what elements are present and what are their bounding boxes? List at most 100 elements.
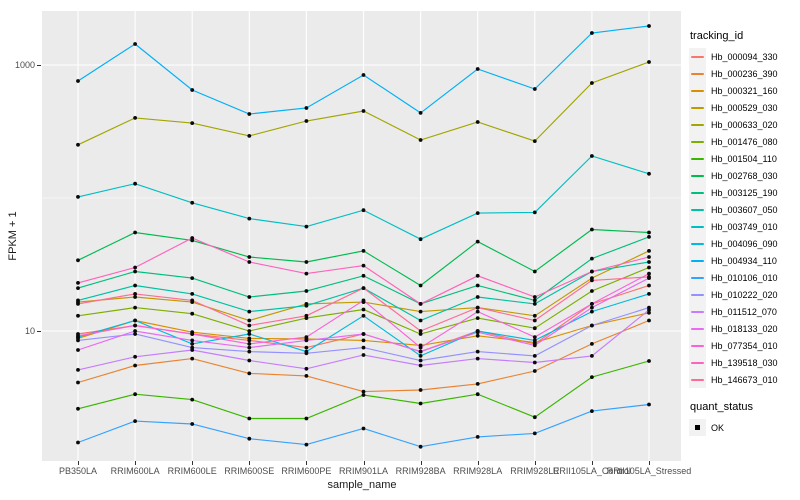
data-point: [475, 120, 480, 124]
legend-item-label: Hb_004096_090: [711, 238, 778, 249]
data-point: [418, 237, 423, 242]
data-point: [647, 359, 651, 363]
data-point: [304, 260, 309, 264]
data-point: [532, 369, 537, 373]
data-point: [76, 258, 80, 263]
data-point: [247, 216, 252, 221]
x-tick-label: RRIM928LE: [510, 466, 560, 476]
data-point: [304, 303, 309, 308]
data-point: [418, 302, 423, 306]
data-point: [475, 211, 480, 216]
data-point: [133, 323, 137, 328]
legend-key-line-icon: [691, 243, 704, 245]
data-point: [647, 260, 651, 264]
x-tick-mark: [192, 461, 193, 465]
legend-item-label: Hb_002768_030: [711, 170, 778, 181]
data-point: [590, 31, 594, 35]
data-point: [418, 329, 423, 333]
x-tick-mark: [249, 461, 250, 465]
data-point: [190, 342, 195, 346]
quant-key: [689, 419, 706, 436]
data-point: [190, 338, 195, 343]
y-tick-label: 1000: [14, 60, 35, 70]
data-point: [590, 305, 594, 310]
legend-item-label: Hb_001476_080: [711, 136, 778, 147]
data-point: [133, 230, 137, 235]
data-point: [76, 302, 80, 306]
data-point: [475, 273, 480, 278]
data-point: [76, 406, 80, 411]
data-point: [76, 286, 80, 290]
quant-legend-title: quant_status: [690, 401, 753, 413]
x-tick-label: RRIM600SE: [224, 466, 275, 476]
data-point: [361, 273, 366, 278]
data-point: [247, 260, 252, 264]
legend-items: Hb_000094_330 Hb_000236_390 Hb_000321_160 H…: [689, 48, 799, 388]
data-point: [304, 416, 309, 421]
data-point: [647, 60, 651, 64]
data-point: [304, 351, 309, 356]
data-point: [475, 349, 480, 354]
x-tick-label: RRIM600PE: [281, 466, 332, 476]
data-point: [247, 436, 252, 441]
data-point: [361, 109, 366, 113]
data-point: [647, 255, 651, 259]
data-point: [361, 313, 366, 318]
data-point: [361, 298, 366, 303]
data-point: [475, 305, 480, 310]
data-point: [76, 298, 80, 303]
data-point: [76, 380, 80, 385]
data-point: [590, 154, 594, 158]
legend-key: [689, 252, 706, 269]
legend-item-label: Hb_011512_070: [711, 306, 777, 317]
data-point: [133, 354, 137, 359]
legend-item-label: Hb_003607_050: [711, 204, 778, 215]
data-point: [532, 313, 537, 318]
data-point: [647, 308, 651, 312]
data-point: [532, 343, 537, 348]
legend-key: [689, 337, 706, 354]
data-point: [133, 292, 137, 296]
legend-item-Hb_004934_110: Hb_004934_110: [689, 252, 799, 269]
legend-item-Hb_000529_030: Hb_000529_030: [689, 99, 799, 116]
data-point: [532, 326, 537, 331]
data-point: [418, 283, 423, 288]
data-point: [304, 374, 309, 378]
legend-key: [689, 133, 706, 150]
data-point: [133, 269, 137, 274]
legend-item-Hb_003125_190: Hb_003125_190: [689, 184, 799, 201]
data-point: [361, 286, 366, 290]
y-tick-mark: [37, 65, 41, 66]
data-point: [475, 382, 480, 386]
data-point: [475, 435, 480, 439]
legend-key-line-icon: [691, 226, 704, 228]
legend-key-line-icon: [691, 56, 704, 58]
data-point: [304, 119, 309, 123]
data-point: [247, 336, 252, 341]
data-point: [76, 348, 80, 352]
data-point: [647, 310, 651, 315]
legend-key-line-icon: [691, 141, 704, 143]
data-point: [133, 295, 137, 299]
x-tick-label: RRIM600LE: [167, 466, 217, 476]
data-point: [304, 338, 309, 343]
legend-item-label: Hb_003749_010: [711, 221, 778, 232]
data-point: [361, 338, 366, 343]
legend-item-Hb_001504_110: Hb_001504_110: [689, 150, 799, 167]
data-point: [304, 289, 309, 293]
data-point: [647, 24, 651, 28]
data-point: [304, 335, 309, 339]
data-point: [190, 397, 195, 402]
data-point: [76, 142, 80, 147]
data-point: [475, 283, 480, 288]
x-tick-mark: [306, 461, 307, 465]
data-point: [247, 416, 252, 421]
data-point: [532, 360, 537, 365]
x-tick-label: PB350LA: [58, 466, 98, 476]
data-point: [76, 338, 80, 343]
data-point: [647, 235, 651, 239]
legend-key-line-icon: [691, 158, 704, 160]
legend-item-Hb_003749_010: Hb_003749_010: [689, 218, 799, 235]
data-point: [475, 67, 480, 71]
data-point: [133, 42, 137, 46]
